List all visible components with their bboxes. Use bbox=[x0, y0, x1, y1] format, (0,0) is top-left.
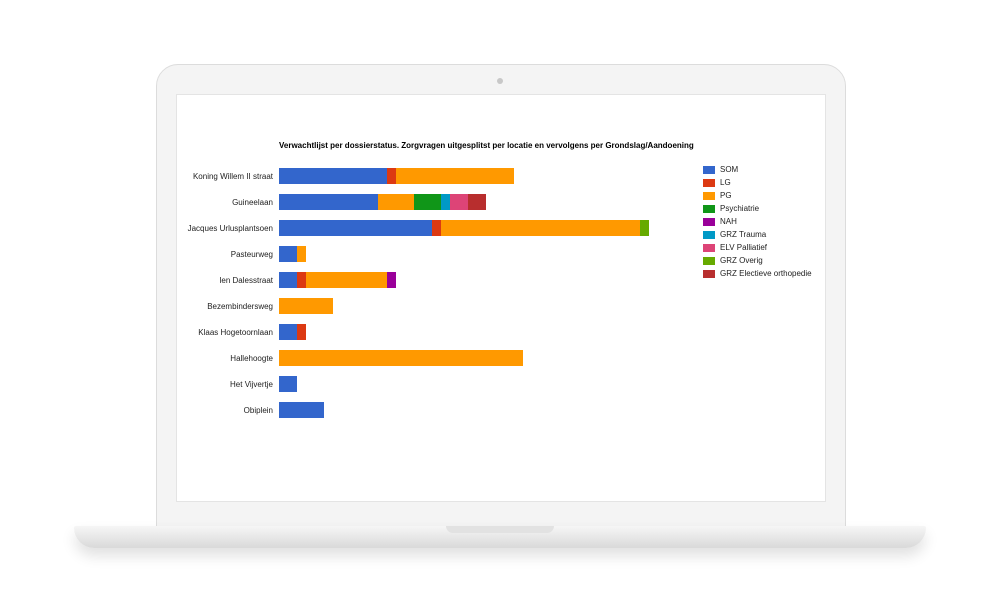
chart-plot-area: Koning Willem II straat Guineelaan Jacques… bbox=[185, 163, 695, 423]
legend-label: GRZ Electieve orthopedie bbox=[720, 269, 812, 278]
legend-label: ELV Palliatief bbox=[720, 243, 767, 252]
stacked-bar bbox=[279, 350, 685, 366]
chart-row: Jacques Urlusplantsoen bbox=[185, 215, 695, 241]
laptop-notch bbox=[446, 526, 554, 533]
category-label: Bezembindersweg bbox=[207, 301, 273, 311]
bar-segment[interactable] bbox=[297, 324, 307, 340]
stacked-bar bbox=[279, 220, 685, 236]
legend-label: SOM bbox=[720, 165, 739, 174]
bar-segment[interactable] bbox=[468, 194, 487, 210]
bar-segment[interactable] bbox=[387, 272, 397, 288]
stacked-bar bbox=[279, 324, 685, 340]
chart-row: Hallehoogte bbox=[185, 345, 695, 371]
chart-row: Obiplein bbox=[185, 397, 695, 423]
legend-item[interactable]: NAH bbox=[703, 215, 812, 228]
bar-segment[interactable] bbox=[441, 220, 640, 236]
legend-label: PG bbox=[720, 191, 732, 200]
bar-segment[interactable] bbox=[378, 194, 415, 210]
chart-title: Verwachtlijst per dossierstatus. Zorgvra… bbox=[279, 141, 694, 150]
legend-swatch bbox=[703, 165, 715, 174]
legend-item[interactable]: Psychiatrie bbox=[703, 202, 812, 215]
stacked-bar bbox=[279, 194, 685, 210]
legend-item[interactable]: GRZ Electieve orthopedie bbox=[703, 267, 812, 280]
category-label: Jacques Urlusplantsoen bbox=[187, 223, 273, 233]
bar-segment[interactable] bbox=[279, 246, 298, 262]
bar-segment[interactable] bbox=[279, 324, 298, 340]
chart-row: Klaas Hogetoornlaan bbox=[185, 319, 695, 345]
chart-row: Guineelaan bbox=[185, 189, 695, 215]
stacked-bar bbox=[279, 298, 685, 314]
bar-segment[interactable] bbox=[450, 194, 469, 210]
legend-swatch bbox=[703, 243, 715, 252]
legend-item[interactable]: ELV Palliatief bbox=[703, 241, 812, 254]
legend-swatch bbox=[703, 204, 715, 213]
bar-segment[interactable] bbox=[414, 194, 442, 210]
bar-segment[interactable] bbox=[279, 220, 433, 236]
category-label: Klaas Hogetoornlaan bbox=[198, 327, 273, 337]
category-label: Hallehoogte bbox=[230, 353, 273, 363]
stacked-bar bbox=[279, 168, 685, 184]
chart-row: Koning Willem II straat bbox=[185, 163, 695, 189]
bar-segment[interactable] bbox=[306, 272, 388, 288]
legend-swatch bbox=[703, 230, 715, 239]
legend-swatch bbox=[703, 217, 715, 226]
bar-segment[interactable] bbox=[279, 350, 523, 366]
legend-swatch bbox=[703, 191, 715, 200]
legend-item[interactable]: LG bbox=[703, 176, 812, 189]
camera-icon bbox=[497, 78, 503, 84]
bar-segment[interactable] bbox=[639, 220, 649, 236]
chart-legend: SOM LG PG Psychiatrie NAH GRZ Trauma ELV Palli… bbox=[703, 163, 812, 280]
chart-row: Ien Dalesstraat bbox=[185, 267, 695, 293]
bar-segment[interactable] bbox=[279, 376, 298, 392]
stacked-bar bbox=[279, 272, 685, 288]
legend-label: LG bbox=[720, 178, 731, 187]
legend-item[interactable]: GRZ Overig bbox=[703, 254, 812, 267]
bar-segment[interactable] bbox=[279, 298, 334, 314]
category-label: Obiplein bbox=[243, 405, 273, 415]
category-label: Koning Willem II straat bbox=[192, 171, 273, 181]
category-label: Het Vijvertje bbox=[230, 379, 273, 389]
bar-segment[interactable] bbox=[297, 246, 307, 262]
legend-item[interactable]: GRZ Trauma bbox=[703, 228, 812, 241]
bar-segment[interactable] bbox=[441, 194, 451, 210]
chart-row: Pasteurweg bbox=[185, 241, 695, 267]
legend-item[interactable]: PG bbox=[703, 189, 812, 202]
legend-label: NAH bbox=[720, 217, 737, 226]
category-label: Ien Dalesstraat bbox=[219, 275, 273, 285]
legend-swatch bbox=[703, 256, 715, 265]
bar-segment[interactable] bbox=[396, 168, 514, 184]
stacked-bar bbox=[279, 402, 685, 418]
chart-row: Het Vijvertje bbox=[185, 371, 695, 397]
chart-row: Bezembindersweg bbox=[185, 293, 695, 319]
legend-label: GRZ Trauma bbox=[720, 230, 767, 239]
laptop-base bbox=[74, 526, 926, 548]
laptop-screen: Verwachtlijst per dossierstatus. Zorgvra… bbox=[176, 94, 826, 502]
legend-label: GRZ Overig bbox=[720, 256, 763, 265]
bar-segment[interactable] bbox=[432, 220, 442, 236]
bar-segment[interactable] bbox=[297, 272, 307, 288]
category-label: Pasteurweg bbox=[230, 249, 273, 259]
legend-swatch bbox=[703, 178, 715, 187]
stacked-bar bbox=[279, 246, 685, 262]
bar-segment[interactable] bbox=[279, 168, 388, 184]
bar-segment[interactable] bbox=[279, 402, 325, 418]
bar-segment[interactable] bbox=[387, 168, 397, 184]
legend-item[interactable]: SOM bbox=[703, 163, 812, 176]
bar-segment[interactable] bbox=[279, 272, 298, 288]
legend-label: Psychiatrie bbox=[720, 204, 760, 213]
bar-segment[interactable] bbox=[279, 194, 379, 210]
stacked-bar bbox=[279, 376, 685, 392]
legend-swatch bbox=[703, 269, 715, 278]
category-label: Guineelaan bbox=[232, 197, 273, 207]
